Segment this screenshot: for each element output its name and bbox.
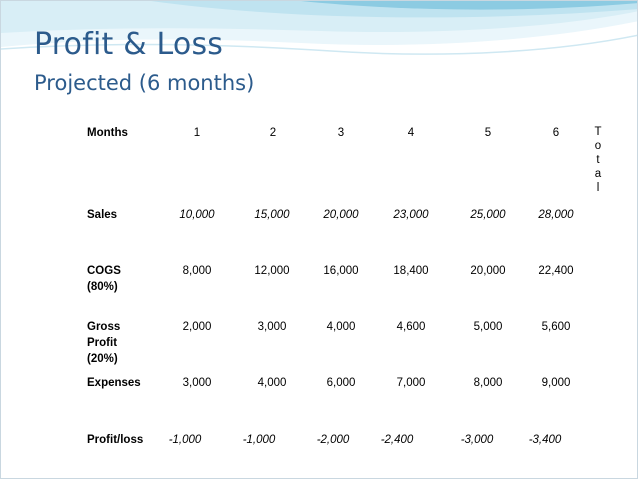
- slide-title: Profit & Loss: [34, 27, 224, 62]
- month-header: 5: [484, 127, 492, 139]
- month-header: 6: [552, 127, 560, 139]
- row-label-sales: Sales: [87, 209, 118, 221]
- table-cell: 18,400: [393, 265, 429, 277]
- table-cell: 9,000: [541, 377, 571, 389]
- table-cell: -2,400: [380, 434, 414, 446]
- month-header: 1: [193, 127, 201, 139]
- table-cell: -1,000: [168, 434, 202, 446]
- table-cell: 12,000: [254, 265, 290, 277]
- table-cell: 7,000: [396, 377, 426, 389]
- row-label-profit-loss: Profit/loss: [87, 434, 144, 446]
- table-cell: 20,000: [323, 209, 359, 221]
- table-cell: 2,000: [182, 321, 212, 333]
- table-cell: 22,400: [538, 265, 574, 277]
- table-cell: 5,000: [473, 321, 503, 333]
- table-cell: 4,600: [396, 321, 426, 333]
- table-cell: 3,000: [182, 377, 212, 389]
- header-label-months: Months: [87, 127, 128, 139]
- table-cell: 28,000: [538, 209, 574, 221]
- row-label-expenses: Expenses: [87, 377, 141, 389]
- table-cell: 4,000: [326, 321, 356, 333]
- table-cell: -3,000: [460, 434, 494, 446]
- table-cell: 10,000: [179, 209, 215, 221]
- table-cell: 6,000: [326, 377, 356, 389]
- month-header: 2: [269, 127, 277, 139]
- table-cell: 23,000: [393, 209, 429, 221]
- slide-subtitle: Projected (6 months): [34, 71, 255, 95]
- table-cell: 8,000: [182, 265, 212, 277]
- row-label-gross-profit: Gross Profit (20%): [87, 321, 121, 365]
- table-cell: -3,400: [528, 434, 562, 446]
- table-cell: -1,000: [242, 434, 276, 446]
- table-cell: 4,000: [257, 377, 287, 389]
- table-cell: 16,000: [323, 265, 359, 277]
- row-label-cogs: COGS (80%): [87, 265, 121, 293]
- table-cell: 20,000: [470, 265, 506, 277]
- month-header: 3: [337, 127, 345, 139]
- total-header: T o t a l: [594, 126, 602, 194]
- table-cell: -2,000: [316, 434, 350, 446]
- header-swoosh-decoration: [1, 1, 637, 55]
- table-cell: 5,600: [541, 321, 571, 333]
- table-cell: 8,000: [473, 377, 503, 389]
- month-header: 4: [407, 127, 415, 139]
- table-cell: 15,000: [254, 209, 290, 221]
- table-cell: 25,000: [470, 209, 506, 221]
- table-cell: 3,000: [257, 321, 287, 333]
